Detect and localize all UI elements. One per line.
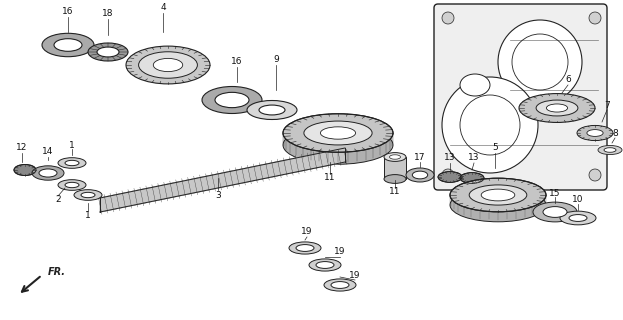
Ellipse shape (247, 100, 297, 119)
Ellipse shape (604, 148, 616, 152)
Ellipse shape (309, 259, 341, 271)
Text: 18: 18 (102, 10, 114, 19)
Ellipse shape (384, 153, 406, 161)
Ellipse shape (460, 74, 490, 96)
Ellipse shape (536, 100, 578, 116)
Text: 19: 19 (335, 247, 346, 257)
Text: 12: 12 (16, 143, 27, 153)
Ellipse shape (460, 172, 484, 183)
Ellipse shape (74, 190, 102, 200)
Text: 19: 19 (350, 270, 361, 279)
Text: 13: 13 (444, 154, 456, 163)
Text: 16: 16 (62, 7, 74, 17)
Text: 9: 9 (273, 55, 279, 65)
Ellipse shape (283, 114, 393, 152)
Ellipse shape (533, 202, 577, 222)
Ellipse shape (42, 33, 94, 57)
FancyBboxPatch shape (434, 4, 607, 190)
Ellipse shape (259, 105, 285, 115)
Ellipse shape (215, 92, 249, 108)
Ellipse shape (283, 126, 393, 164)
Text: 6: 6 (565, 76, 571, 84)
Text: 7: 7 (604, 100, 610, 109)
Ellipse shape (58, 158, 86, 168)
Ellipse shape (54, 39, 82, 51)
Circle shape (589, 169, 601, 181)
Ellipse shape (58, 180, 86, 190)
Text: 11: 11 (324, 173, 336, 182)
Ellipse shape (153, 58, 183, 72)
Polygon shape (100, 148, 345, 212)
Text: 2: 2 (55, 196, 61, 204)
Text: 10: 10 (573, 196, 584, 204)
Text: 14: 14 (42, 148, 54, 156)
Ellipse shape (469, 185, 527, 205)
Text: 5: 5 (492, 143, 498, 153)
Ellipse shape (598, 145, 622, 155)
Ellipse shape (438, 172, 462, 182)
Ellipse shape (324, 279, 356, 291)
Ellipse shape (320, 127, 356, 139)
Ellipse shape (412, 171, 428, 179)
Ellipse shape (406, 168, 434, 182)
Ellipse shape (65, 182, 79, 188)
Text: 1: 1 (69, 140, 75, 149)
Ellipse shape (316, 261, 334, 268)
Ellipse shape (65, 160, 79, 166)
Text: 8: 8 (612, 129, 618, 138)
Ellipse shape (138, 52, 197, 78)
Ellipse shape (587, 130, 603, 136)
Ellipse shape (32, 166, 64, 180)
Ellipse shape (569, 215, 587, 221)
Text: 15: 15 (549, 188, 561, 197)
Circle shape (589, 12, 601, 24)
Ellipse shape (389, 155, 401, 159)
Ellipse shape (88, 43, 128, 61)
Ellipse shape (202, 86, 262, 114)
Circle shape (442, 77, 538, 173)
Ellipse shape (296, 244, 314, 252)
Ellipse shape (331, 282, 349, 288)
Text: 11: 11 (389, 188, 401, 196)
Ellipse shape (560, 211, 596, 225)
Text: 17: 17 (414, 154, 426, 163)
Text: 16: 16 (231, 58, 243, 67)
Circle shape (498, 20, 582, 104)
Ellipse shape (543, 207, 567, 217)
Ellipse shape (81, 192, 95, 198)
Text: 1: 1 (85, 211, 91, 220)
Text: 4: 4 (160, 4, 166, 12)
Ellipse shape (577, 125, 613, 140)
Ellipse shape (304, 121, 372, 145)
Ellipse shape (126, 46, 210, 84)
Ellipse shape (546, 104, 568, 112)
Ellipse shape (14, 164, 36, 175)
Ellipse shape (450, 188, 546, 222)
Text: 13: 13 (468, 154, 480, 163)
Ellipse shape (519, 93, 595, 123)
Circle shape (442, 169, 454, 181)
Ellipse shape (384, 175, 406, 183)
Ellipse shape (450, 178, 546, 212)
Circle shape (442, 12, 454, 24)
Text: 3: 3 (215, 190, 221, 199)
Text: FR.: FR. (48, 267, 66, 277)
Ellipse shape (97, 47, 119, 57)
Ellipse shape (39, 169, 57, 177)
Ellipse shape (289, 242, 321, 254)
Ellipse shape (481, 189, 515, 201)
FancyBboxPatch shape (384, 157, 406, 179)
Text: 19: 19 (302, 228, 313, 236)
